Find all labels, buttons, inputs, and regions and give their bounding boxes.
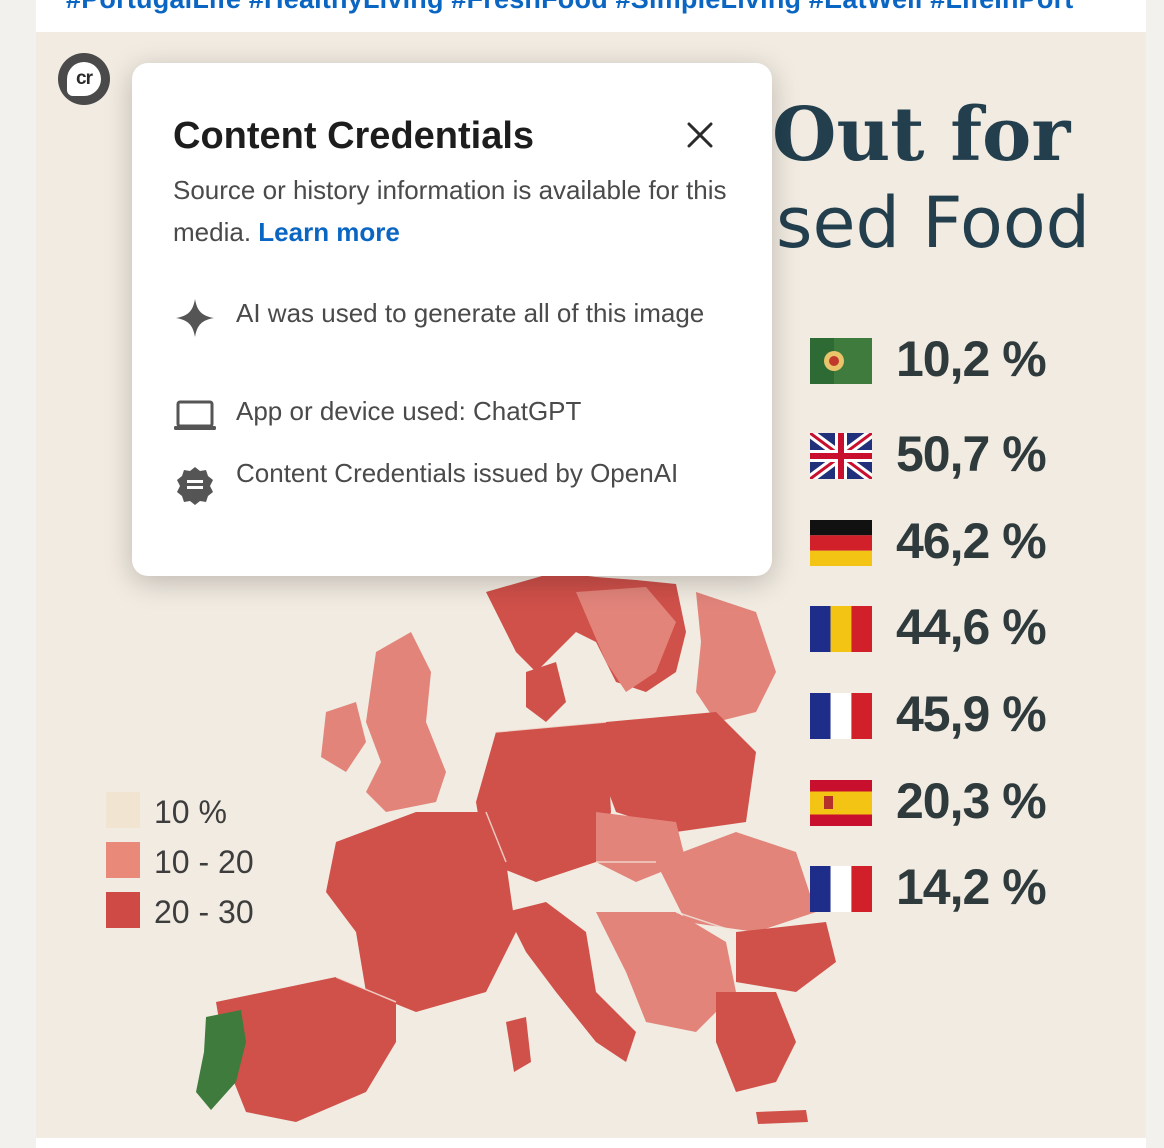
uk-flag-icon: [810, 433, 872, 479]
stat-value: 10,2 %: [896, 331, 1047, 387]
stat-value: 44,6 %: [896, 599, 1047, 655]
map-region-portugal: [196, 1010, 246, 1110]
legend-swatch: [106, 892, 140, 928]
stat-value: 20,3 %: [896, 773, 1047, 829]
stat-row: 14,2 %: [810, 858, 1080, 918]
france-flag-icon: [810, 866, 872, 912]
map-region-italy: [506, 902, 636, 1062]
stat-value: 50,7 %: [896, 426, 1047, 482]
legend-item: 20 - 30: [106, 892, 306, 930]
germany-flag-icon: [810, 520, 872, 566]
stat-row: 20,3 %: [810, 772, 1080, 832]
map-region-greece: [716, 992, 796, 1092]
learn-more-link[interactable]: Learn more: [258, 217, 400, 247]
map-region-crete: [756, 1110, 808, 1124]
map-region-baltic: [696, 592, 776, 722]
content-credentials-popup: Content Credentials Source or history in…: [132, 63, 772, 576]
map-region-sweden: [576, 587, 676, 692]
map-region-bulgaria: [736, 922, 836, 992]
stat-value: 45,9 %: [896, 686, 1047, 742]
stat-row: 44,6 %: [810, 598, 1080, 658]
map-region-spain: [216, 977, 396, 1122]
laptop-icon: [172, 393, 218, 439]
cr-badge-label: cr: [67, 62, 101, 96]
map-region-balkans: [596, 912, 736, 1032]
popup-description: Source or history information is availab…: [173, 169, 733, 253]
map-region-uk: [366, 632, 446, 812]
headline-line-2: sed Food: [776, 182, 1091, 264]
legend-swatch: [106, 842, 140, 878]
stat-value: 46,2 %: [896, 513, 1047, 569]
map-region-france: [326, 812, 516, 1012]
post-hashtags[interactable]: #PortugalLife #HealthyLiving #FreshFood …: [66, 0, 1074, 15]
info-text: AI was used to generate all of this imag…: [236, 298, 705, 328]
stat-row: 45,9 %: [810, 685, 1080, 745]
map-region-poland: [601, 712, 756, 832]
close-icon: [687, 122, 713, 148]
legend-label: 10 %: [154, 794, 227, 830]
legend-item: 10 %: [106, 792, 306, 830]
spain-flag-icon: [810, 780, 872, 826]
stat-row: 10,2 %: [810, 330, 1080, 390]
romania-flag-icon: [810, 606, 872, 652]
post-bottom-edge: [36, 1138, 1146, 1148]
popup-description-text: Source or history information is availab…: [173, 175, 727, 247]
info-text: Content Credentials issued by OpenAI: [236, 458, 679, 488]
legend-label: 20 - 30: [154, 894, 254, 930]
map-region-germany: [476, 722, 611, 882]
post-text-strip: #PortugalLife #HealthyLiving #FreshFood …: [36, 0, 1146, 32]
stat-row: 46,2 %: [810, 512, 1080, 572]
europe-map: [196, 572, 836, 1124]
legend-swatch: [106, 792, 140, 828]
map-region-denmark: [526, 662, 566, 722]
close-button[interactable]: [678, 113, 722, 157]
sparkle-icon: [172, 295, 218, 341]
stat-row: 50,7 %: [810, 425, 1080, 485]
map-region-sardinia: [506, 1017, 531, 1072]
info-text: App or device used: ChatGPT: [236, 396, 582, 426]
map-region-ireland: [321, 702, 366, 772]
stat-value: 14,2 %: [896, 859, 1047, 915]
portugal-flag-icon: [810, 338, 872, 384]
headline-line-1: Out for: [772, 92, 1071, 178]
france-flag-icon: [810, 693, 872, 739]
map-region-hungary-romania: [656, 832, 816, 932]
popup-title: Content Credentials: [173, 115, 535, 157]
legend-label: 10 - 20: [154, 844, 254, 880]
verified-seal-icon: [172, 463, 218, 509]
legend-item: 10 - 20: [106, 842, 306, 880]
content-credentials-badge[interactable]: cr: [58, 53, 110, 105]
